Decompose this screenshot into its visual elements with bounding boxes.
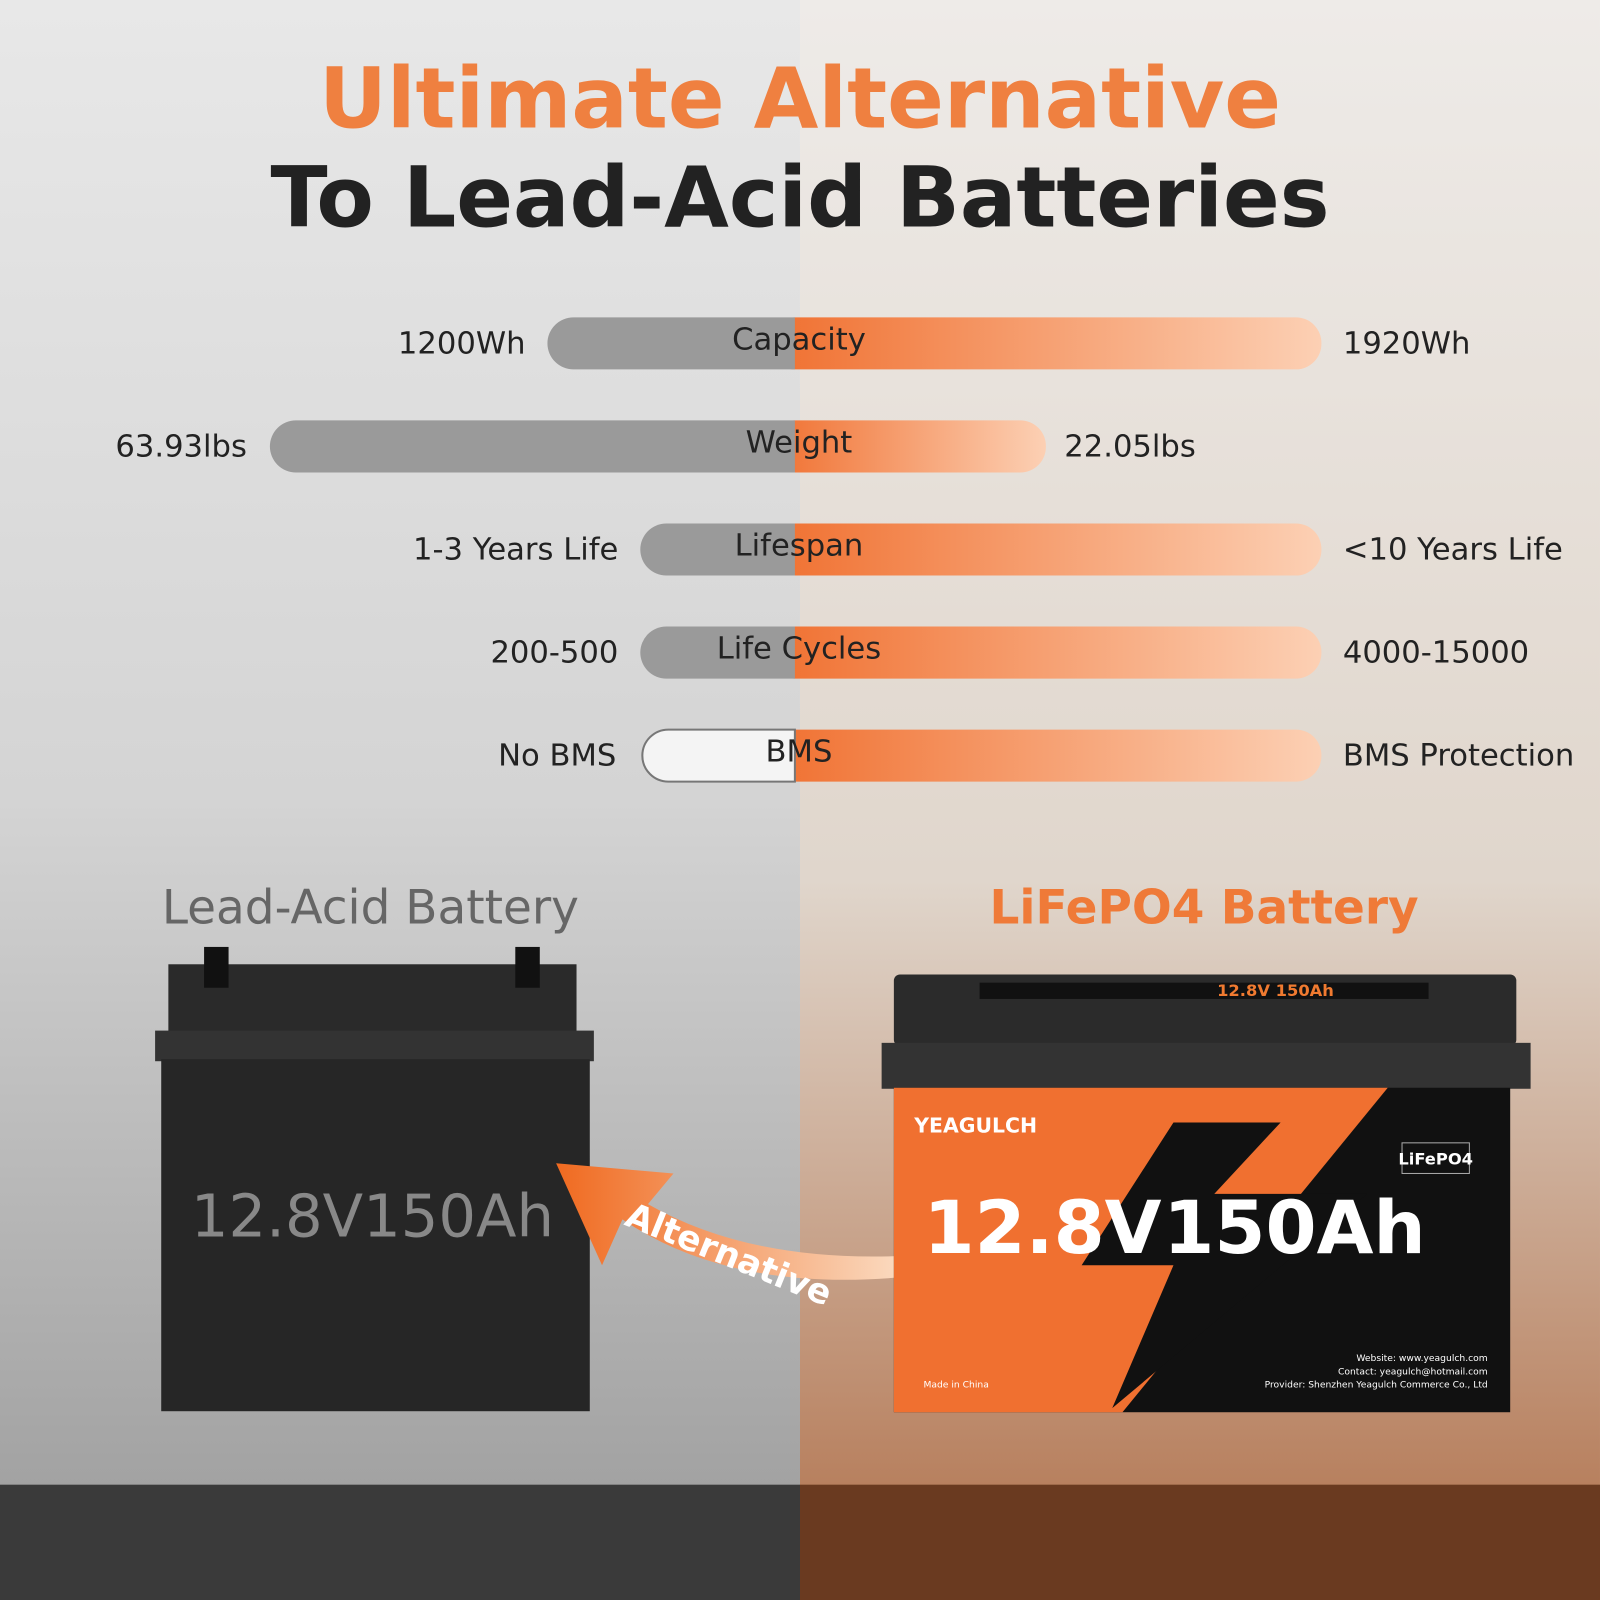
lead-acid-battery: 12.8V150Ah xyxy=(155,946,594,1412)
bar-left xyxy=(641,728,796,783)
lifepo4-battery: 12.8V 150Ah YEAGULCH LiFePO4 12.8V 150Ah… xyxy=(881,974,1531,1413)
battery-label: 12.8V150Ah xyxy=(191,1182,554,1251)
lead-acid-value: 63.93lbs xyxy=(115,429,247,464)
comparison: Capacity 1200Wh 1920Wh Weight 63.93lbs 22.05l… xyxy=(115,317,1574,783)
battery-lid xyxy=(168,964,577,1036)
made-in: Made in China xyxy=(923,1380,988,1391)
lead-acid-value: No BMS xyxy=(498,739,616,774)
lifepo4-value: <10 Years Life xyxy=(1343,533,1563,568)
bolt xyxy=(1081,1122,1368,1409)
chem-box xyxy=(1401,1142,1470,1174)
lead-acid-value: 200-500 xyxy=(490,636,618,671)
bar-right xyxy=(769,626,1322,679)
row-label: Life Cycles xyxy=(717,631,882,666)
floor-left xyxy=(0,1484,800,1600)
floor-right xyxy=(799,1484,1600,1600)
row-label: Capacity xyxy=(732,322,866,357)
bar-right xyxy=(769,420,1046,473)
battery-body xyxy=(161,1059,590,1412)
bar-right xyxy=(769,523,1322,576)
battery-rim xyxy=(881,1042,1531,1089)
lead-acid-value: 1200Wh xyxy=(398,326,526,361)
arrow xyxy=(556,1163,919,1280)
voltage: 12.8V xyxy=(923,1186,1161,1271)
row-label: BMS xyxy=(766,735,833,770)
title-line1: Ultimate Alternative xyxy=(319,50,1281,148)
capacity: 150Ah xyxy=(1163,1186,1425,1271)
bar-right xyxy=(769,317,1322,370)
bar-left xyxy=(640,626,795,679)
info: Website: www.yeagulch.com xyxy=(1356,1353,1487,1364)
bar-left xyxy=(547,317,795,370)
lid-strip xyxy=(979,982,1429,999)
lead-acid-title: Lead-Acid Battery xyxy=(162,880,579,935)
chemistry: LiFePO4 xyxy=(1398,1149,1473,1168)
info: Contact: yeagulch@hotmail.com xyxy=(1338,1366,1488,1377)
lead-acid-value: 1-3 Years Life xyxy=(413,533,618,568)
bar-left xyxy=(640,523,795,576)
lid-label: 12.8V 150Ah xyxy=(1217,981,1334,1000)
battery-rim xyxy=(155,1030,594,1062)
terminal xyxy=(515,946,540,988)
title-line2: To Lead-Acid Batteries xyxy=(270,149,1329,247)
lifepo4-value: 22.05lbs xyxy=(1064,429,1196,464)
brand: YEAGULCH xyxy=(913,1114,1037,1138)
row-label: Weight xyxy=(746,425,853,460)
lifepo4-value: BMS Protection xyxy=(1343,739,1574,774)
info: Provider: Shenzhen Yeagulch Commerce Co.… xyxy=(1265,1380,1488,1391)
lifepo4-value: 1920Wh xyxy=(1343,326,1471,361)
lifepo4-value: 4000-15000 xyxy=(1343,636,1529,671)
bar-right xyxy=(769,729,1322,782)
row-label: Lifespan xyxy=(735,528,864,563)
bar-left xyxy=(269,420,795,473)
lifepo4-title: LiFePO4 Battery xyxy=(990,880,1419,935)
terminal xyxy=(204,946,229,988)
